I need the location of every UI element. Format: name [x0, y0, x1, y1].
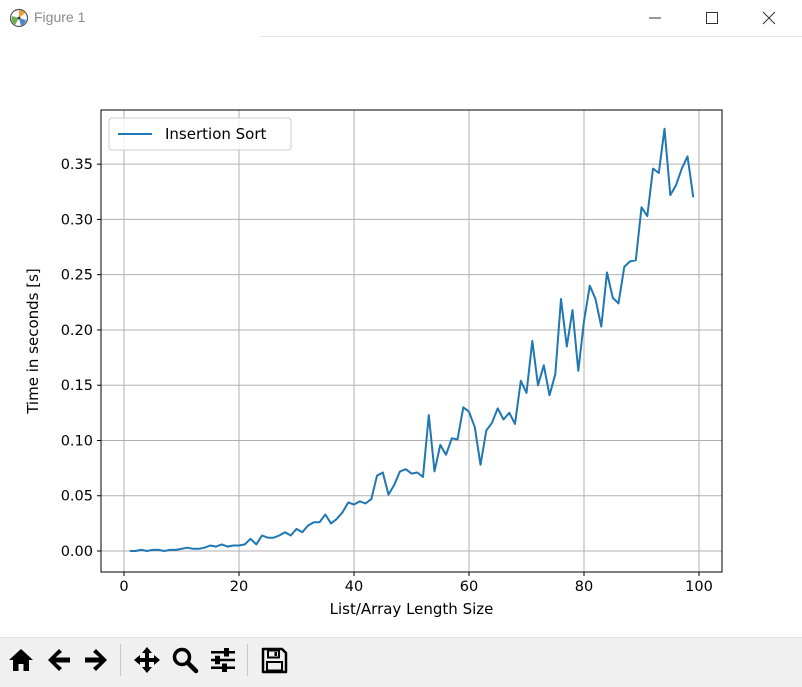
forward-button[interactable] [79, 643, 113, 677]
y-tick-label: 0.25 [61, 268, 93, 284]
minimize-icon [649, 17, 661, 19]
y-tick-label: 0.05 [61, 489, 93, 505]
floppy-disk-icon [261, 647, 288, 674]
window-title: Figure 1 [34, 9, 86, 25]
x-axis-label: List/Array Length Size [330, 600, 494, 618]
legend-box [108, 117, 292, 151]
legend-label: Insertion Sort [165, 125, 267, 143]
arrow-right-icon [85, 649, 107, 671]
y-tick-label: 0.15 [61, 378, 93, 394]
maximize-button[interactable] [689, 0, 735, 36]
y-tick-label: 0.00 [61, 544, 93, 560]
save-button[interactable] [257, 643, 291, 677]
titlebar-divider [260, 36, 802, 37]
y-tick-label: 0.20 [61, 323, 93, 339]
y-tick-label: 0.30 [61, 212, 93, 228]
axes-frame [100, 109, 723, 573]
back-button[interactable] [42, 643, 76, 677]
x-tick-label: 60 [460, 579, 478, 595]
close-button[interactable] [746, 0, 792, 36]
x-tick-label: 80 [575, 579, 593, 595]
minimize-button[interactable] [632, 0, 678, 36]
plot-area [101, 110, 722, 572]
pan-button[interactable] [130, 643, 164, 677]
close-icon [762, 11, 776, 25]
toolbar-separator [247, 644, 248, 676]
subplots-button[interactable] [206, 643, 240, 677]
navigation-toolbar [0, 637, 802, 687]
line-chart: 0 20 40 60 80 100 0.00 0.05 0.10 0.15 0.20 0.25 0.30… [24, 109, 723, 618]
y-axis-label: Time in seconds [s] [24, 268, 42, 415]
y-tick-label: 0.10 [61, 433, 93, 449]
sliders-icon [211, 648, 235, 672]
x-tick-label: 40 [345, 579, 363, 595]
arrow-left-icon [48, 649, 70, 671]
magnifier-icon [172, 647, 199, 674]
x-tick-label: 0 [119, 579, 128, 595]
zoom-button[interactable] [168, 643, 202, 677]
home-button[interactable] [4, 643, 38, 677]
maximize-icon [706, 12, 718, 24]
series-line [129, 127, 695, 552]
move-icon [134, 647, 160, 673]
home-icon [9, 649, 33, 671]
toolbar-separator [120, 644, 121, 676]
matplotlib-logo-icon [9, 8, 29, 28]
x-tick-label: 20 [230, 579, 248, 595]
y-tick-label: 0.35 [61, 157, 93, 173]
x-tick-label: 100 [685, 579, 713, 595]
window-titlebar: Figure 1 [0, 0, 802, 36]
figure-canvas[interactable]: 0 20 40 60 80 100 0.00 0.05 0.10 0.15 0.20 0.25 0.30… [0, 37, 802, 637]
